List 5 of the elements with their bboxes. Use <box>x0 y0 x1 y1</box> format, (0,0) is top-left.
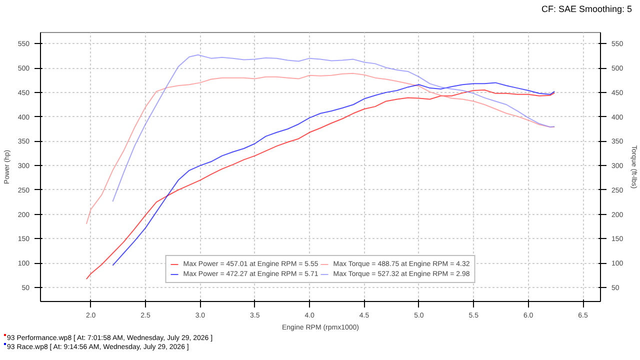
line-series <box>86 72 556 225</box>
line-series <box>112 54 556 202</box>
line-series <box>112 82 556 266</box>
line-series <box>86 90 556 280</box>
text: CF: SAE Smoothing: 5 <box>541 4 632 14</box>
